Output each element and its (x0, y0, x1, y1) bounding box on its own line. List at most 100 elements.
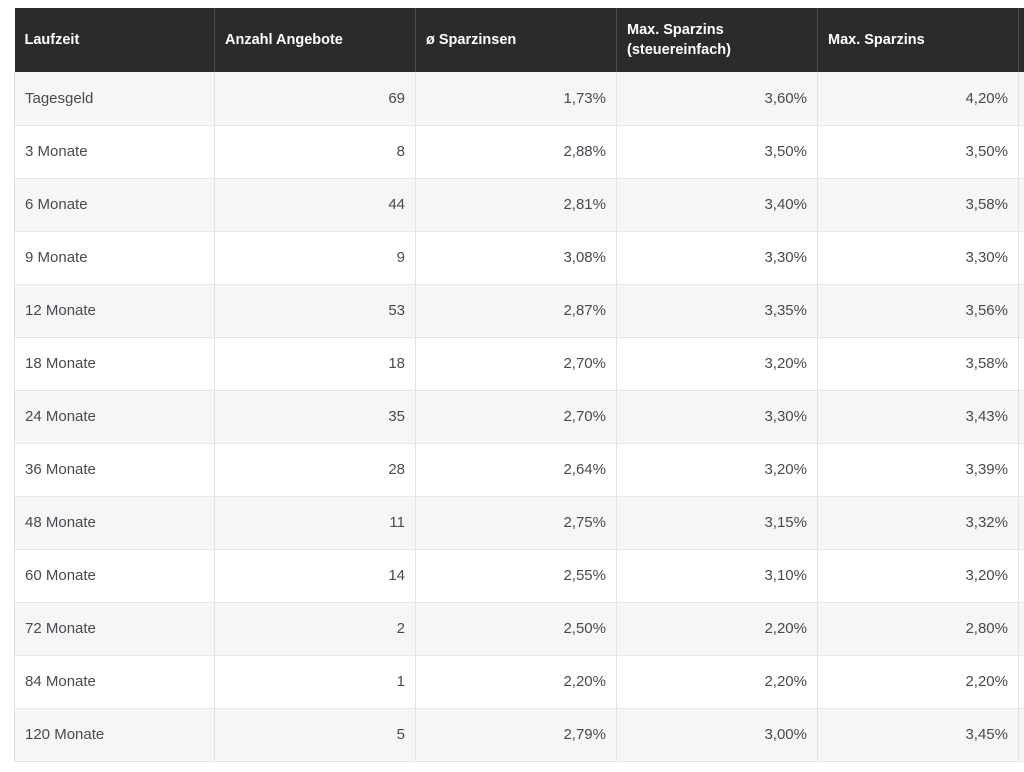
cell-max-rate-steuereinfach: 3,00% (616, 708, 818, 762)
cell-cut-column (1018, 549, 1024, 603)
cell-laufzeit: 24 Monate (14, 390, 215, 444)
cell-avg-rate: 2,88% (415, 125, 617, 179)
cell-anzahl: 53 (214, 284, 416, 338)
cell-avg-rate: 2,79% (415, 708, 617, 762)
cell-anzahl: 2 (214, 602, 416, 656)
cell-max-rate-steuereinfach: 3,40% (616, 178, 818, 232)
table-row: 48 Monate 11 2,75% 3,15% 3,32% (14, 496, 1024, 550)
cell-max-rate: 2,80% (817, 602, 1019, 656)
cell-anzahl: 14 (214, 549, 416, 603)
header-max-sparzins-steuereinfach: Max. Sparzins (steuereinfach) (616, 8, 818, 72)
header-max-sparzins: Max. Sparzins (817, 8, 1019, 72)
cell-max-rate: 3,45% (817, 708, 1019, 762)
cell-laufzeit: 60 Monate (14, 549, 215, 603)
table-row: 36 Monate 28 2,64% 3,20% 3,39% (14, 443, 1024, 497)
cell-avg-rate: 3,08% (415, 231, 617, 285)
cell-anzahl: 5 (214, 708, 416, 762)
header-laufzeit: Laufzeit (14, 8, 215, 72)
cell-avg-rate: 2,75% (415, 496, 617, 550)
cell-cut-column (1018, 125, 1024, 179)
cell-max-rate: 3,56% (817, 284, 1019, 338)
table-row: Tagesgeld 69 1,73% 3,60% 4,20% (14, 72, 1024, 126)
cell-anzahl: 9 (214, 231, 416, 285)
cell-max-rate-steuereinfach: 2,20% (616, 655, 818, 709)
cell-cut-column (1018, 231, 1024, 285)
cell-max-rate: 3,50% (817, 125, 1019, 179)
cell-anzahl: 35 (214, 390, 416, 444)
cell-cut-column (1018, 178, 1024, 232)
cell-max-rate: 2,20% (817, 655, 1019, 709)
cell-max-rate: 3,58% (817, 337, 1019, 391)
cell-max-rate-steuereinfach: 3,35% (616, 284, 818, 338)
cell-anzahl: 11 (214, 496, 416, 550)
cell-cut-column (1018, 72, 1024, 126)
header-cut-column (1018, 8, 1024, 72)
cell-max-rate-steuereinfach: 3,50% (616, 125, 818, 179)
table-row: 84 Monate 1 2,20% 2,20% 2,20% (14, 655, 1024, 709)
cell-laufzeit: 3 Monate (14, 125, 215, 179)
cell-max-rate: 3,32% (817, 496, 1019, 550)
table-row: 24 Monate 35 2,70% 3,30% 3,43% (14, 390, 1024, 444)
table-row: 3 Monate 8 2,88% 3,50% 3,50% (14, 125, 1024, 179)
cell-laufzeit: 84 Monate (14, 655, 215, 709)
cell-cut-column (1018, 496, 1024, 550)
cell-cut-column (1018, 337, 1024, 391)
header-avg-sparzinsen: ø Sparzinsen (415, 8, 617, 72)
cell-laufzeit: 48 Monate (14, 496, 215, 550)
table-row: 120 Monate 5 2,79% 3,00% 3,45% (14, 708, 1024, 762)
cell-cut-column (1018, 284, 1024, 338)
cell-cut-column (1018, 390, 1024, 444)
cell-avg-rate: 2,20% (415, 655, 617, 709)
cell-max-rate: 3,43% (817, 390, 1019, 444)
cell-laufzeit: 120 Monate (14, 708, 215, 762)
cell-max-rate: 3,58% (817, 178, 1019, 232)
header-anzahl-angebote: Anzahl Angebote (214, 8, 416, 72)
cell-anzahl: 18 (214, 337, 416, 391)
table-row: 18 Monate 18 2,70% 3,20% 3,58% (14, 337, 1024, 391)
cell-max-rate-steuereinfach: 3,30% (616, 390, 818, 444)
rates-table-container: Laufzeit Anzahl Angebote ø Sparzinsen Ma… (14, 8, 1024, 772)
cell-laufzeit: 18 Monate (14, 337, 215, 391)
cell-max-rate-steuereinfach: 3,10% (616, 549, 818, 603)
table-row: 72 Monate 2 2,50% 2,20% 2,80% (14, 602, 1024, 656)
cell-avg-rate: 1,73% (415, 72, 617, 126)
cell-avg-rate: 2,50% (415, 602, 617, 656)
cell-cut-column (1018, 655, 1024, 709)
table-row: 12 Monate 53 2,87% 3,35% 3,56% (14, 284, 1024, 338)
cell-laufzeit: 36 Monate (14, 443, 215, 497)
cell-laufzeit: 9 Monate (14, 231, 215, 285)
cell-anzahl: 8 (214, 125, 416, 179)
cell-laufzeit: 12 Monate (14, 284, 215, 338)
cell-cut-column (1018, 602, 1024, 656)
cell-anzahl: 69 (214, 72, 416, 126)
cell-avg-rate: 2,70% (415, 337, 617, 391)
cell-max-rate-steuereinfach: 3,20% (616, 337, 818, 391)
cell-avg-rate: 2,64% (415, 443, 617, 497)
cell-cut-column (1018, 443, 1024, 497)
cell-max-rate: 4,20% (817, 72, 1019, 126)
cell-max-rate-steuereinfach: 3,15% (616, 496, 818, 550)
cell-avg-rate: 2,70% (415, 390, 617, 444)
cell-anzahl: 44 (214, 178, 416, 232)
savings-rates-table: Laufzeit Anzahl Angebote ø Sparzinsen Ma… (14, 8, 1024, 762)
table-header-row: Laufzeit Anzahl Angebote ø Sparzinsen Ma… (14, 8, 1024, 72)
cell-laufzeit: Tagesgeld (14, 72, 215, 126)
cell-max-rate-steuereinfach: 2,20% (616, 602, 818, 656)
cell-cut-column (1018, 708, 1024, 762)
cell-laufzeit: 6 Monate (14, 178, 215, 232)
cell-max-rate: 3,20% (817, 549, 1019, 603)
table-row: 60 Monate 14 2,55% 3,10% 3,20% (14, 549, 1024, 603)
cell-max-rate: 3,39% (817, 443, 1019, 497)
cell-anzahl: 1 (214, 655, 416, 709)
cell-max-rate-steuereinfach: 3,20% (616, 443, 818, 497)
cell-avg-rate: 2,81% (415, 178, 617, 232)
cell-max-rate-steuereinfach: 3,60% (616, 72, 818, 126)
table-row: 9 Monate 9 3,08% 3,30% 3,30% (14, 231, 1024, 285)
cell-laufzeit: 72 Monate (14, 602, 215, 656)
cell-anzahl: 28 (214, 443, 416, 497)
cell-max-rate-steuereinfach: 3,30% (616, 231, 818, 285)
cell-avg-rate: 2,87% (415, 284, 617, 338)
cell-avg-rate: 2,55% (415, 549, 617, 603)
cell-max-rate: 3,30% (817, 231, 1019, 285)
table-row: 6 Monate 44 2,81% 3,40% 3,58% (14, 178, 1024, 232)
